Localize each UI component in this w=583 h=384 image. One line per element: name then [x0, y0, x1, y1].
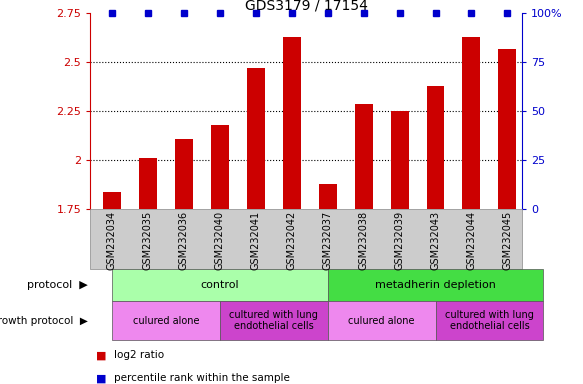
- Text: control: control: [201, 280, 239, 290]
- Title: GDS3179 / 17154: GDS3179 / 17154: [245, 0, 367, 12]
- Text: culured alone: culured alone: [348, 316, 415, 326]
- Text: GSM232035: GSM232035: [143, 211, 153, 270]
- Text: ■: ■: [96, 350, 107, 360]
- Text: GSM232034: GSM232034: [107, 211, 117, 270]
- Text: GSM232038: GSM232038: [359, 211, 368, 270]
- Text: GSM232037: GSM232037: [322, 211, 333, 270]
- Text: cultured with lung
endothelial cells: cultured with lung endothelial cells: [445, 310, 534, 331]
- Text: metadherin depletion: metadherin depletion: [375, 280, 496, 290]
- Text: GSM232040: GSM232040: [215, 211, 225, 270]
- Bar: [103, 192, 121, 209]
- Text: cultured with lung
endothelial cells: cultured with lung endothelial cells: [229, 310, 318, 331]
- Text: ■: ■: [96, 373, 107, 383]
- Bar: [391, 111, 409, 209]
- Text: GSM232036: GSM232036: [179, 211, 189, 270]
- Text: percentile rank within the sample: percentile rank within the sample: [114, 373, 290, 383]
- Bar: [139, 158, 157, 209]
- Text: culured alone: culured alone: [132, 316, 199, 326]
- Bar: [498, 49, 517, 209]
- Text: GSM232039: GSM232039: [395, 211, 405, 270]
- Bar: [462, 37, 480, 209]
- Bar: [211, 125, 229, 209]
- Bar: [283, 37, 301, 209]
- Text: growth protocol  ▶: growth protocol ▶: [0, 316, 87, 326]
- Bar: [247, 68, 265, 209]
- Text: log2 ratio: log2 ratio: [114, 350, 164, 360]
- Bar: [354, 104, 373, 209]
- Text: GSM232042: GSM232042: [287, 211, 297, 270]
- Text: GSM232041: GSM232041: [251, 211, 261, 270]
- Bar: [319, 184, 336, 209]
- Text: GSM232043: GSM232043: [430, 211, 441, 270]
- Text: GSM232044: GSM232044: [466, 211, 476, 270]
- Text: protocol  ▶: protocol ▶: [27, 280, 87, 290]
- Text: GSM232045: GSM232045: [503, 211, 512, 270]
- Bar: [175, 139, 193, 209]
- Bar: [427, 86, 444, 209]
